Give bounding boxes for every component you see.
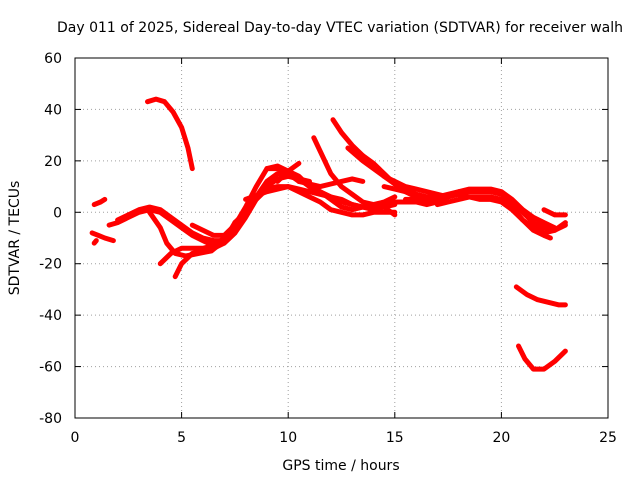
series-line-arc-16 [311,135,398,208]
y-tick-label: -80 [39,411,62,427]
y-tick-label: -20 [39,257,62,273]
series-line-arc-4 [145,96,195,172]
x-tick-label: 25 [599,430,617,446]
series-line-arc-14 [275,160,302,184]
series-line-arc-20 [381,184,568,233]
x-tick-label: 10 [279,430,297,446]
y-tick-label: 40 [44,102,62,118]
series-line-arc-2 [91,196,108,208]
axis-ticks: 0 5 10 15 20 25 -80 -60 -40 -20 0 20 40 60 [39,51,617,446]
y-tick-label: 0 [53,205,62,221]
series-line-arc-3 [91,238,99,246]
x-tick-label: 0 [71,430,80,446]
x-tick-label: 15 [386,430,404,446]
series-line-arc-6 [115,171,302,244]
x-tick-label: 5 [177,430,186,446]
series-line-arc-9 [172,230,238,280]
series-line-arc-23 [434,194,553,241]
series-line-arc-25 [513,284,568,308]
y-tick-label: 20 [44,154,62,170]
series-line-arc-1 [89,230,116,244]
series-line-arc-24 [541,207,568,218]
y-tick-label: -40 [39,308,62,324]
x-tick-label: 20 [492,430,510,446]
series-line-arc-18 [345,145,451,200]
series-line-arc-21 [392,186,558,231]
y-tick-label: -60 [39,360,62,376]
chart-title: Day 011 of 2025, Sidereal Day-to-day VTE… [57,20,623,36]
series-line-arc-15 [296,176,366,190]
series-line-arc-26 [516,343,568,372]
plot-frame [74,57,609,419]
y-axis-label: SDTVAR / TECUs [7,181,23,296]
series-layer [89,96,568,372]
series-line-arc-12 [243,184,398,218]
y-tick-label: 60 [44,51,62,67]
x-axis-label: GPS time / hours [282,458,399,474]
